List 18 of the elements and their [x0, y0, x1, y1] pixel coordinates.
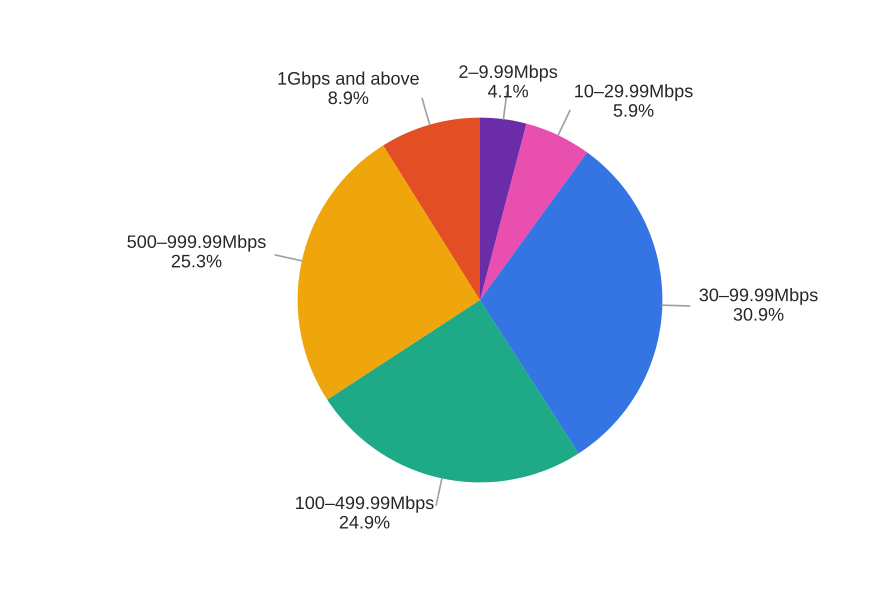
slice-label: 1Gbps and above: [278, 71, 419, 88]
pie-slice: [327, 300, 579, 482]
slice-label: 10–29.99Mbps: [575, 84, 693, 101]
pie-slice: [480, 152, 662, 454]
data-label: 4.1%: [488, 84, 528, 98]
data-label: 8.9%: [328, 91, 368, 104]
data-label: 25.3%: [172, 254, 222, 268]
data-label: 5.9%: [614, 104, 654, 117]
pie-slice: [480, 118, 526, 300]
pie-slice: [298, 145, 480, 400]
data-label: 24.9%: [340, 516, 390, 529]
data-label: 30.9%: [734, 308, 784, 321]
slice-label: 2–9.99Mbps: [459, 64, 558, 82]
pie-slice: [383, 118, 480, 300]
slice-label: 100–499.99Mbps: [296, 496, 434, 513]
pie-slice: [480, 124, 588, 300]
slice-label: 30–99.99Mbps: [699, 288, 818, 305]
slice-label: 500–999.99Mbps: [127, 234, 266, 252]
